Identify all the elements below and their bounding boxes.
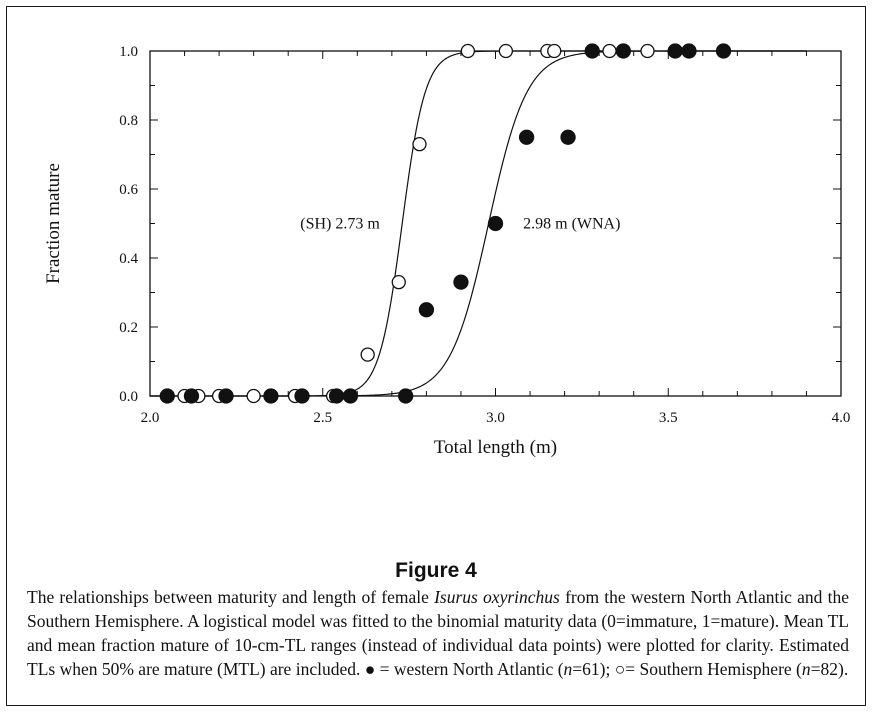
wna-mtl-annotation: 2.98 m (WNA) — [523, 216, 620, 233]
wna-data-point — [487, 215, 504, 232]
sh-data-point — [246, 388, 261, 404]
figure-frame: 2.0 2.5 3.0 3.5 4.0 0.0 0.2 0.4 0.6 0.8 1.0 Total l… — [6, 6, 866, 706]
sh-data-point — [412, 136, 427, 152]
wna-data-point — [342, 388, 359, 404]
wna-data-point — [328, 388, 345, 404]
caption-text-3: = western North Atlantic ( — [375, 659, 564, 679]
y-tick-label: 0.6 — [119, 182, 138, 198]
y-tick-label: 0.4 — [119, 251, 138, 267]
sh-data-point — [391, 274, 406, 290]
wna-data-point — [398, 388, 414, 404]
wna-data-point — [615, 43, 631, 59]
wna-data-point — [159, 388, 175, 404]
y-tick-label: 1.0 — [119, 44, 138, 60]
caption-n-2: n — [801, 659, 811, 679]
sh-data-point — [640, 43, 655, 59]
filled-circle-symbol: ● — [364, 659, 376, 679]
wna-data-point — [667, 43, 683, 59]
wna-data-point — [294, 388, 310, 404]
wna-data-point — [681, 43, 697, 59]
figure-title: Figure 4 — [395, 559, 477, 582]
wna-data-point — [183, 388, 200, 404]
wna-data-point — [263, 388, 279, 404]
caption-n-1: n — [563, 659, 573, 679]
wna-logistic-curve — [150, 50, 807, 397]
wna-data-point — [518, 129, 535, 145]
sh-data-point — [547, 43, 562, 59]
x-tick-label: 2.0 — [141, 410, 160, 426]
wna-data-point — [218, 388, 234, 404]
y-tick-label: 0.2 — [119, 320, 138, 336]
wna-data-point — [715, 43, 732, 59]
x-axis-label: Total length (m) — [434, 437, 557, 458]
y-tick-label: 0.8 — [119, 113, 138, 129]
caption-species: Isurus oxyrinchus — [434, 587, 560, 607]
sh-mtl-annotation: (SH) 2.73 m — [300, 216, 380, 233]
caption-text-5: = Southern Hemisphere ( — [625, 659, 802, 679]
caption-text-6: =82). — [810, 659, 849, 679]
x-tick-label: 3.0 — [486, 410, 505, 426]
wna-data-point — [560, 129, 576, 145]
sh-data-point — [360, 347, 375, 362]
open-circle-symbol: ○ — [614, 659, 626, 679]
sh-data-point — [602, 43, 617, 59]
x-tick-label: 2.5 — [313, 410, 332, 426]
wna-data-point — [418, 302, 435, 318]
maturity-chart: 2.0 2.5 3.0 3.5 4.0 0.0 0.2 0.4 0.6 0.8 1.0 Total l… — [43, 43, 851, 458]
y-axis-label: Fraction mature — [43, 163, 64, 284]
wna-data-point — [584, 43, 600, 59]
caption-text-2: from the western North Atlantic and the … — [27, 587, 850, 679]
caption-text-4: =61); — [572, 659, 615, 679]
caption-text-1: The relationships between maturity and l… — [27, 587, 435, 607]
sh-data-point — [460, 43, 476, 59]
sh-logistic-curve — [150, 50, 807, 397]
figure-caption: The relationships between maturity and l… — [27, 585, 849, 681]
sh-data-point — [498, 43, 514, 59]
x-tick-label: 3.5 — [659, 410, 678, 426]
wna-data-point — [453, 274, 469, 290]
y-tick-label: 0.0 — [119, 389, 138, 405]
x-tick-label: 4.0 — [832, 410, 851, 426]
